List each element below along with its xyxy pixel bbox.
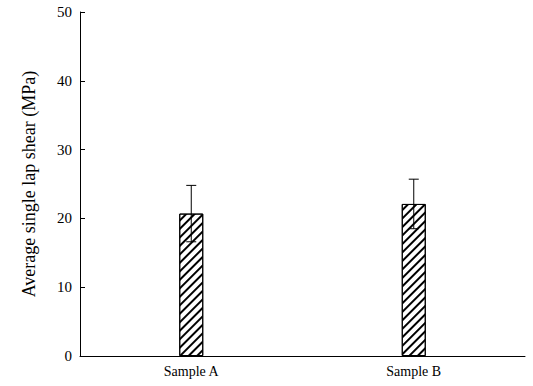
svg-text:50: 50 [57, 4, 72, 20]
svg-text:10: 10 [57, 279, 72, 295]
svg-text:Sample A: Sample A [164, 364, 220, 379]
svg-text:Average single lap shear (MPa): Average single lap shear (MPa) [19, 71, 40, 298]
svg-text:30: 30 [57, 142, 72, 158]
svg-text:Sample B: Sample B [386, 364, 441, 379]
svg-text:40: 40 [57, 73, 72, 89]
svg-text:0: 0 [65, 348, 73, 364]
svg-text:20: 20 [57, 210, 72, 226]
